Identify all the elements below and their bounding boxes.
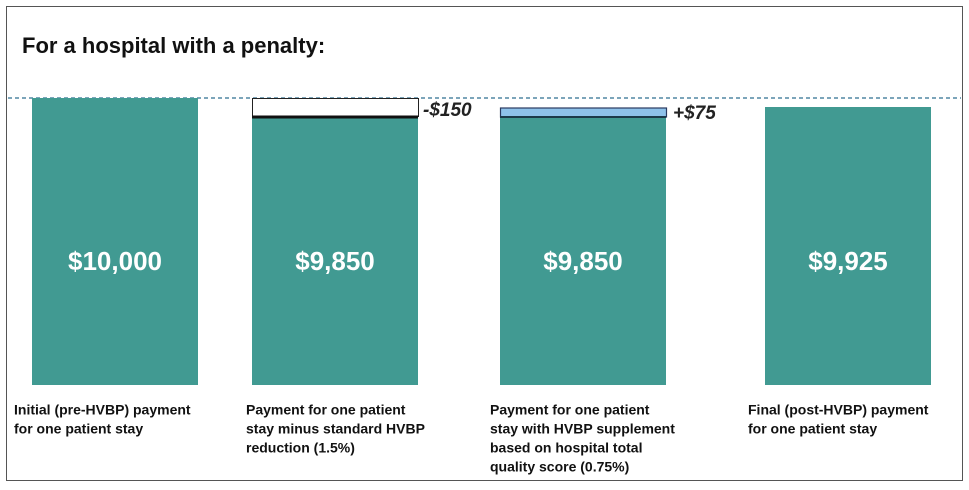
- change-label: -$150: [423, 100, 472, 121]
- caption-line: based on hospital total: [490, 440, 642, 456]
- value-label: $9,925: [808, 246, 888, 276]
- value-label: $9,850: [295, 246, 375, 276]
- title: For a hospital with a penalty:: [22, 33, 325, 58]
- reduction-box: [252, 98, 419, 117]
- bar: [765, 107, 931, 385]
- caption-line: quality score (0.75%): [490, 459, 629, 475]
- caption-line: reduction (1.5%): [246, 440, 355, 456]
- captions: Initial (pre-HVBP) payment for one patien…: [14, 402, 929, 475]
- caption-line: stay with HVBP supplement: [490, 421, 675, 437]
- caption-line: Payment for one patient: [246, 402, 406, 418]
- change-label: +$75: [673, 103, 716, 124]
- caption-line: Final (post-HVBP) payment: [748, 402, 929, 418]
- caption-line: for one patient stay: [748, 421, 877, 437]
- value-label: $9,850: [543, 246, 623, 276]
- bar: [32, 98, 198, 385]
- caption-line: Initial (pre-HVBP) payment: [14, 402, 191, 418]
- value-label: $10,000: [68, 246, 162, 276]
- bar: [252, 117, 418, 385]
- supplement-box: [499, 107, 668, 118]
- bar: [500, 117, 666, 385]
- caption-line: for one patient stay: [14, 421, 143, 437]
- caption-line: stay minus standard HVBP: [246, 421, 425, 437]
- caption-line: Payment for one patient: [490, 402, 650, 418]
